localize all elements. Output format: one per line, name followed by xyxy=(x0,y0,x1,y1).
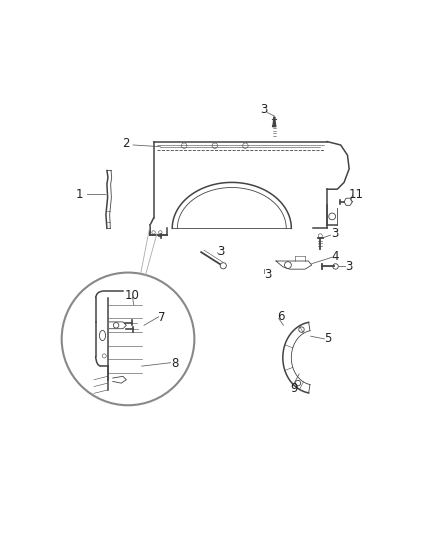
Text: 3: 3 xyxy=(217,245,224,258)
Text: 2: 2 xyxy=(122,137,130,150)
Text: 9: 9 xyxy=(290,382,297,395)
Text: 7: 7 xyxy=(158,311,166,324)
Text: 1: 1 xyxy=(75,188,83,201)
Text: 4: 4 xyxy=(330,250,338,263)
Text: 8: 8 xyxy=(170,357,178,370)
Text: 3: 3 xyxy=(344,260,352,273)
Text: 11: 11 xyxy=(348,189,363,201)
Text: 10: 10 xyxy=(125,289,140,302)
Text: 3: 3 xyxy=(330,227,337,240)
Text: 5: 5 xyxy=(324,333,331,345)
Text: 6: 6 xyxy=(277,310,284,324)
Text: 3: 3 xyxy=(260,103,267,116)
Text: 3: 3 xyxy=(263,268,271,281)
